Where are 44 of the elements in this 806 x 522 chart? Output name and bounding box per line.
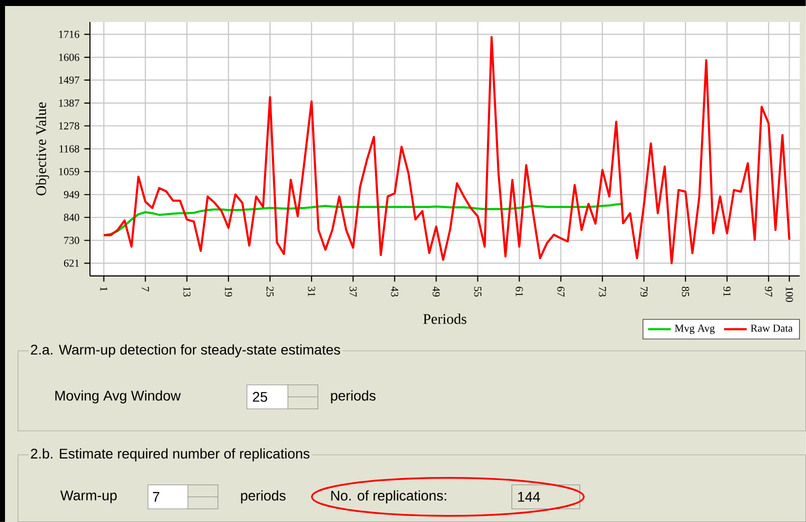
text: Warm-up xyxy=(60,490,117,504)
x-tick-label: 37 xyxy=(350,286,357,297)
text: periods xyxy=(331,390,376,404)
x-tick-label: 25 xyxy=(266,286,274,296)
x-tick-label: 49 xyxy=(432,286,440,296)
text: periods xyxy=(241,490,286,504)
x-tick-label: 79 xyxy=(640,286,648,296)
text: No. of replications: xyxy=(331,490,446,504)
x-tick-label: 43 xyxy=(391,286,398,296)
x-tick-label: 19 xyxy=(224,287,232,296)
y-tick-label: 621 xyxy=(64,260,79,267)
x-tick-label: 61 xyxy=(516,286,523,296)
text: 25 xyxy=(252,392,268,402)
y-tick-label: 730 xyxy=(64,236,80,244)
x-tick-label: 97 xyxy=(765,286,772,297)
x-tick-label: 73 xyxy=(598,286,606,296)
x-tick-label: 31 xyxy=(308,286,316,296)
legend-label: Raw Data xyxy=(750,324,793,332)
x-tick-label: 13 xyxy=(183,287,191,296)
y-tick-label: 840 xyxy=(64,214,80,221)
y-tick-label: 1059 xyxy=(59,168,80,176)
y-tick-label: 1606 xyxy=(59,54,80,61)
x-axis-title: Periods xyxy=(423,314,466,324)
x-tick-label: 91 xyxy=(723,286,731,296)
x-tick-label: 67 xyxy=(557,286,564,297)
x-tick-label: 55 xyxy=(474,286,482,296)
legend-label: Mvg Avg xyxy=(674,324,715,334)
text: 2.a. Warm-up detection for steady-state estimates xyxy=(30,344,340,358)
y-tick-label: 949 xyxy=(64,190,80,198)
x-tick-label: 1 xyxy=(100,287,108,291)
x-tick-label: 7 xyxy=(142,286,149,292)
y-tick-label: 1716 xyxy=(59,30,80,38)
text: 7 xyxy=(152,492,160,502)
text: 144 xyxy=(518,492,540,502)
x-tick-label: 100 xyxy=(786,287,793,302)
x-tick-label: 85 xyxy=(682,286,690,296)
line-series xyxy=(102,36,790,264)
text: Moving Avg Window xyxy=(55,390,181,404)
y-tick-label: 1168 xyxy=(60,145,80,152)
text: 2.b. Estimate required number of replications xyxy=(30,448,310,462)
y-tick-label: 1497 xyxy=(59,76,80,84)
y-tick-label: 1387 xyxy=(59,99,80,107)
y-tick-label: 1278 xyxy=(59,122,80,130)
y-axis-title: Objective Value xyxy=(36,102,50,196)
